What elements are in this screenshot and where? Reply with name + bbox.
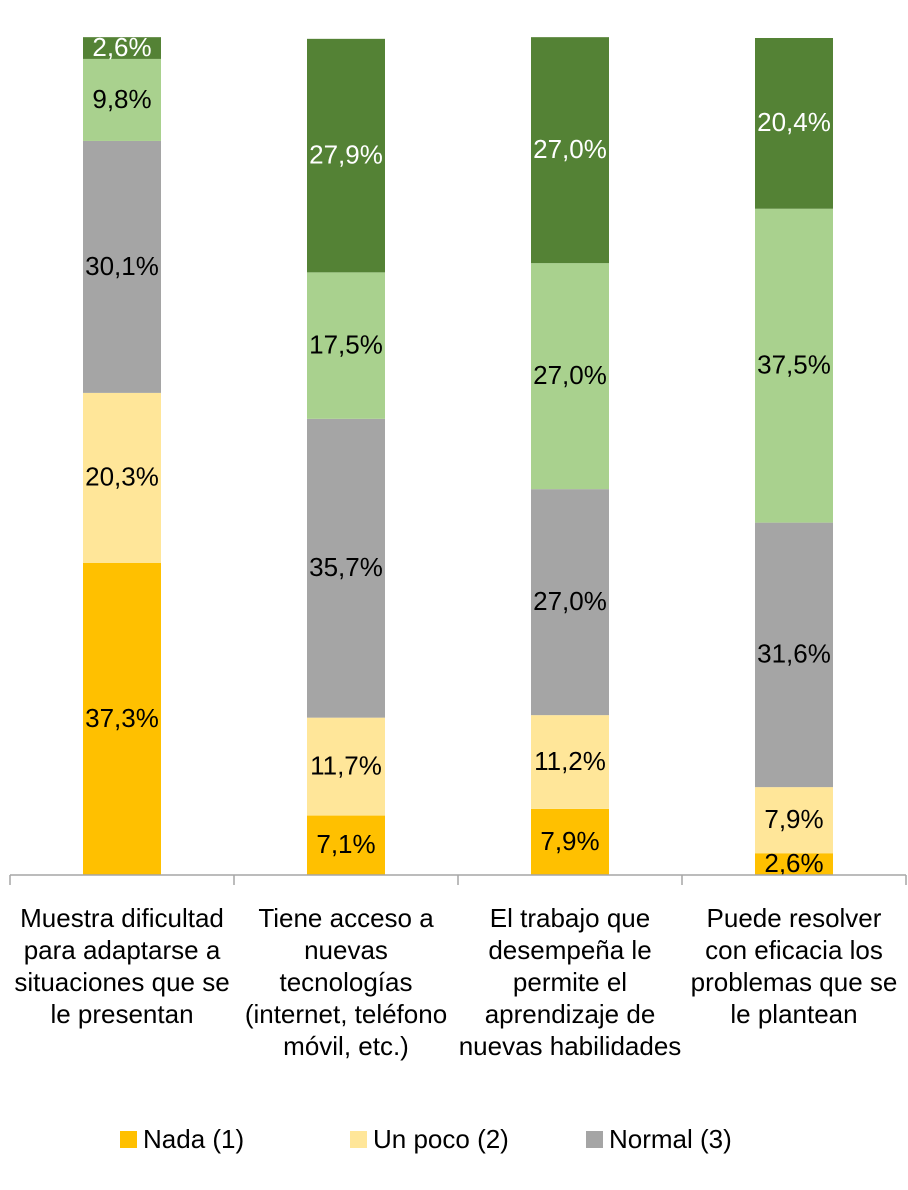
bar-segment <box>307 815 385 875</box>
data-label: 9,8% <box>92 84 151 114</box>
legend-swatch <box>350 1131 367 1148</box>
bar-segment <box>755 522 833 788</box>
bar-segment <box>307 272 385 419</box>
x-tick-label: Tiene acceso a nuevas tecnologías (inter… <box>244 903 448 1061</box>
bar-segment <box>531 489 609 716</box>
data-label: 20,4% <box>757 107 831 137</box>
data-label: 37,3% <box>85 703 159 733</box>
bar-segment <box>531 715 609 809</box>
bar-segment <box>531 263 609 490</box>
bar-segment <box>83 140 161 393</box>
data-label: 35,7% <box>309 552 383 582</box>
legend-label: Un poco (2) <box>373 1124 509 1154</box>
legend-swatch <box>120 1131 137 1148</box>
data-label: 7,9% <box>540 826 599 856</box>
data-label: 37,5% <box>757 350 831 380</box>
data-label: 17,5% <box>309 329 383 359</box>
x-tick-label: Muestra dificultad para adaptarse a situ… <box>14 903 230 1029</box>
data-label: 27,9% <box>309 139 383 169</box>
legend-swatch <box>586 1131 603 1148</box>
bar-segment <box>83 392 161 563</box>
bar-segment <box>755 38 833 209</box>
data-label: 2,6% <box>92 32 151 62</box>
bar-segment <box>755 787 833 854</box>
bar-segment <box>83 37 161 59</box>
bar-segment <box>83 58 161 141</box>
bar-segment <box>755 208 833 523</box>
data-label: 27,0% <box>533 134 607 164</box>
x-tick-label: Puede resolver con eficacia los problema… <box>690 903 898 1029</box>
bar-segment <box>531 808 609 875</box>
data-label: 27,0% <box>533 360 607 390</box>
bar-segment <box>531 37 609 264</box>
data-label: 27,0% <box>533 586 607 616</box>
data-label: 31,6% <box>757 639 831 669</box>
x-tick-label: El trabajo que desempeña le permite el a… <box>458 903 682 1061</box>
bar-segment <box>307 38 385 273</box>
bar-segment <box>83 562 161 875</box>
data-label: 7,1% <box>316 829 375 859</box>
data-label: 7,9% <box>764 804 823 834</box>
data-label: 20,3% <box>85 462 159 492</box>
data-label: 30,1% <box>85 251 159 281</box>
bar-segment <box>755 853 833 875</box>
data-label: 11,2% <box>534 746 606 776</box>
legend-label: Normal (3) <box>609 1124 732 1154</box>
data-label: 11,7% <box>310 750 382 780</box>
legend-label: Nada (1) <box>143 1124 244 1154</box>
bar-segment <box>307 717 385 816</box>
bar-segment <box>307 418 385 718</box>
